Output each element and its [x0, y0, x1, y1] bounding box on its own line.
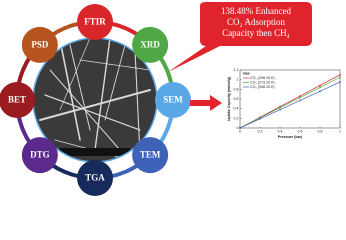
series-line — [239, 76, 341, 129]
node-circle — [132, 137, 169, 174]
y-tick-label: 0.4 — [234, 107, 239, 111]
node-label: FTIR — [84, 17, 106, 27]
series-line — [239, 74, 341, 129]
y-tick-label: 0.8 — [234, 87, 239, 91]
point — [339, 73, 342, 76]
x-tick-label: 0.8 — [318, 129, 323, 133]
point — [259, 117, 262, 120]
node-label: SEM — [163, 95, 183, 105]
legend-label: CO₂ (348.15 K) — [250, 85, 275, 89]
point — [319, 86, 322, 89]
callout-line: 138.48% Enhanced — [221, 6, 291, 16]
sem-image — [33, 38, 157, 162]
point — [299, 96, 302, 99]
point — [339, 81, 342, 84]
page: FTIR XRD SEM TEM TGA DTG BET PSD 138.48% Enhanc… — [0, 2, 346, 196]
point — [339, 76, 342, 79]
node-circle — [77, 160, 113, 196]
legend-title: Gas — [243, 71, 250, 75]
x-tick-label: 1 — [339, 129, 341, 133]
nodes: FTIR XRD SEM TEM TGA DTG BET PSD — [0, 4, 191, 196]
y-tick-label: 0.2 — [234, 116, 239, 120]
point — [319, 84, 322, 87]
y-tick-label: 1.2 — [234, 68, 239, 72]
callout-line: Capacity then CH₄ — [222, 28, 290, 38]
x-axis-label: Pressure (bar) — [278, 135, 303, 139]
x-tick-label: 0.2 — [258, 129, 263, 133]
point — [238, 126, 241, 129]
node-label: BET — [8, 95, 26, 105]
chart-background — [222, 62, 346, 142]
x-tick-label: 0 — [239, 129, 241, 133]
x-tick-label: 0.4 — [278, 129, 283, 133]
node-circle — [155, 82, 191, 118]
node-label: DTG — [30, 150, 50, 160]
arrow — [190, 95, 222, 111]
legend-label: CO₂ (298.15 K) — [250, 76, 275, 80]
node-label: XRD — [140, 39, 160, 49]
node-circle — [132, 26, 169, 63]
callout-line: CO₂ Adsorption — [227, 17, 285, 27]
point — [299, 99, 302, 102]
node-label: TEM — [140, 150, 161, 160]
legend-label: CO₂ (273.15 K) — [250, 80, 275, 84]
point — [279, 106, 282, 109]
series-line — [239, 81, 341, 129]
node-label: TGA — [85, 173, 105, 183]
node-circle — [21, 137, 58, 174]
node-circle — [21, 26, 58, 63]
y-tick-label: 0 — [237, 126, 239, 130]
y-axis-label: Uptake Capacity (mmol/g) — [227, 76, 231, 121]
node-circle — [0, 82, 35, 118]
y-tick-label: 1 — [237, 78, 239, 82]
graphic: FTIR XRD SEM TEM TGA DTG BET PSD 138.48% Enhanc… — [0, 2, 346, 196]
point — [279, 108, 282, 111]
y-tick-label: 0.6 — [234, 97, 239, 101]
point — [319, 90, 322, 93]
node-circle — [77, 4, 113, 40]
node-label: PSD — [31, 39, 49, 49]
inset-chart: 00.20.40.60.811.20 0.2 0.4 0.6 0.8 1Pressure … — [222, 62, 346, 142]
x-tick-label: 0.6 — [298, 129, 303, 133]
